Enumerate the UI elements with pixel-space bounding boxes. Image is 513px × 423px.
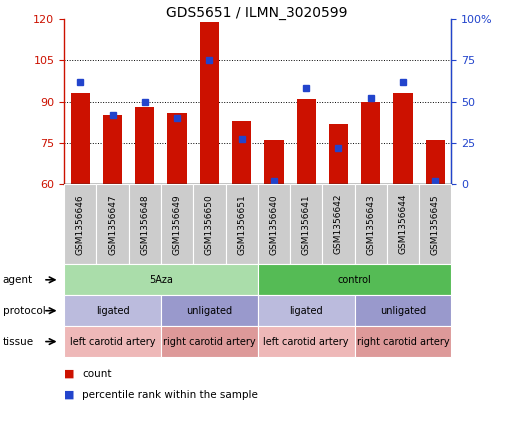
Bar xyxy=(264,140,284,184)
Text: GSM1356649: GSM1356649 xyxy=(172,194,182,255)
Text: control: control xyxy=(338,275,371,285)
Text: right carotid artery: right carotid artery xyxy=(357,337,449,346)
Text: ■: ■ xyxy=(64,369,74,379)
Text: ligated: ligated xyxy=(96,306,129,316)
Text: GSM1356641: GSM1356641 xyxy=(302,194,311,255)
Text: protocol: protocol xyxy=(3,306,45,316)
Text: GDS5651 / ILMN_3020599: GDS5651 / ILMN_3020599 xyxy=(166,6,347,20)
Text: GSM1356640: GSM1356640 xyxy=(269,194,279,255)
Text: percentile rank within the sample: percentile rank within the sample xyxy=(82,390,258,400)
Text: GSM1356650: GSM1356650 xyxy=(205,194,214,255)
Bar xyxy=(297,99,316,184)
Text: left carotid artery: left carotid artery xyxy=(70,337,155,346)
Bar xyxy=(329,124,348,184)
Text: right carotid artery: right carotid artery xyxy=(163,337,255,346)
Text: GSM1356647: GSM1356647 xyxy=(108,194,117,255)
Text: left carotid artery: left carotid artery xyxy=(264,337,349,346)
Text: GSM1356651: GSM1356651 xyxy=(237,194,246,255)
Bar xyxy=(200,22,219,184)
Text: 5Aza: 5Aza xyxy=(149,275,173,285)
Text: count: count xyxy=(82,369,112,379)
Bar xyxy=(135,107,154,184)
Text: GSM1356644: GSM1356644 xyxy=(399,194,407,255)
Text: unligated: unligated xyxy=(186,306,232,316)
Text: ligated: ligated xyxy=(289,306,323,316)
Bar xyxy=(232,121,251,184)
Bar xyxy=(103,115,122,184)
Text: agent: agent xyxy=(3,275,33,285)
Text: unligated: unligated xyxy=(380,306,426,316)
Bar xyxy=(167,113,187,184)
Bar xyxy=(393,93,412,184)
Text: GSM1356643: GSM1356643 xyxy=(366,194,375,255)
Text: GSM1356642: GSM1356642 xyxy=(334,194,343,255)
Text: GSM1356648: GSM1356648 xyxy=(141,194,149,255)
Text: tissue: tissue xyxy=(3,337,34,346)
Bar xyxy=(426,140,445,184)
Bar xyxy=(71,93,90,184)
Bar xyxy=(361,102,381,184)
Text: GSM1356645: GSM1356645 xyxy=(431,194,440,255)
Text: GSM1356646: GSM1356646 xyxy=(76,194,85,255)
Text: ■: ■ xyxy=(64,390,74,400)
